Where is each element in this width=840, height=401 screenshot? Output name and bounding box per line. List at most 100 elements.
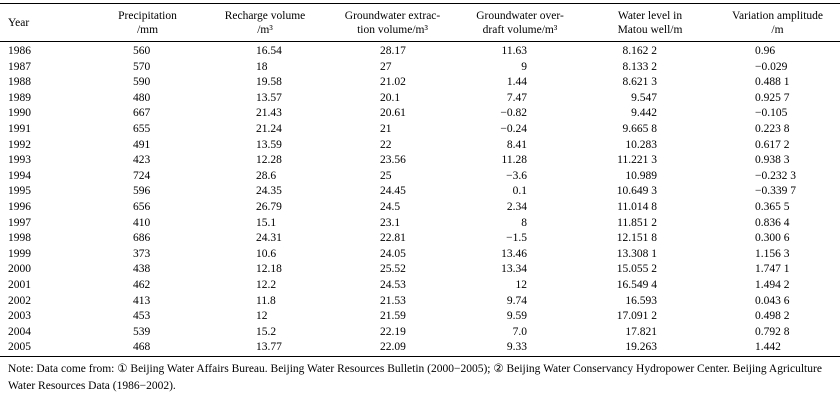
table-cell: 11.014 8	[617, 200, 657, 213]
table-cell: −0.82	[500, 107, 527, 120]
table-note: Note: Data come from: ① Beijing Water Af…	[8, 363, 822, 392]
table-cell: 26.79	[256, 200, 282, 213]
table-cell: 21.59	[380, 310, 406, 323]
table-cell: 1991	[8, 122, 31, 135]
table-cell: 13.59	[256, 138, 282, 151]
table-cell: 27	[380, 60, 392, 73]
table-cell: 24.53	[380, 278, 406, 291]
table-row: 2001 462 12.2 24.53 12 16.549 4 1.494 2	[0, 278, 840, 294]
table-row: 1991 655 21.24 21 −0.24 9.665 8 0.223 8	[0, 122, 840, 138]
table-cell: 10.649 3	[616, 185, 657, 198]
table-cell: 11.8	[256, 294, 276, 307]
table-cell: 10.989	[625, 169, 657, 182]
header-row: Year Precipitation/mm Recharge volume/m³ Gr…	[0, 3, 840, 42]
header-line: Matou well/m	[617, 23, 683, 36]
data-table: Year Precipitation/mm Recharge volume/m³ Gr…	[0, 3, 840, 357]
table-row: 1994 724 28.6 25 −3.6 10.989 −0.232 3	[0, 169, 840, 185]
table-cell: 11.221 3	[617, 154, 657, 167]
table-cell: 19.263	[625, 341, 657, 354]
table-cell: 11.851 2	[617, 216, 657, 229]
table-cell: 1988	[8, 76, 31, 89]
table-cell: 0.1	[512, 185, 527, 198]
table-cell: −3.6	[506, 169, 527, 182]
table-cell: −0.029	[755, 60, 788, 73]
table-cell: 20.61	[380, 107, 406, 120]
table-cell: 491	[133, 138, 151, 151]
table-row: 2005 468 13.77 22.09 9.33 19.263 1.442	[0, 340, 840, 356]
table-row: 1992 491 13.59 22 8.41 10.283 0.617 2	[0, 138, 840, 154]
table-cell: 12	[515, 278, 528, 291]
table-cell: 560	[133, 45, 151, 57]
table-cell: 423	[133, 154, 151, 167]
table-row: 2004 539 15.2 22.19 7.0 17.821 0.792 8	[0, 325, 840, 341]
table-cell: −1.5	[506, 232, 527, 245]
table-cell: 1997	[8, 216, 31, 229]
table-cell: 2001	[8, 278, 31, 291]
table-cell: 9.442	[631, 107, 657, 120]
table-row: 1999 373 10.6 24.05 13.46 13.308 1 1.156 3	[0, 247, 840, 263]
table-cell: 11.63	[501, 45, 527, 57]
table-cell: 16.549 4	[616, 278, 657, 291]
table-cell: 13.46	[501, 247, 527, 260]
table-row: 1987 570 18 27 9 8.133 2 −0.029	[0, 60, 840, 76]
table-cell: 2003	[8, 310, 31, 323]
table-cell: 2000	[8, 263, 31, 276]
header-line: tion volume/m³	[357, 23, 428, 36]
header-cell: Recharge volume/m³	[200, 4, 330, 42]
table-row: 1988 590 19.58 21.02 1.44 8.621 3 0.488 1	[0, 75, 840, 91]
table-cell: 11.28	[501, 154, 527, 167]
table-row: 1997 410 15.1 23.1 8 11.851 2 0.836 4	[0, 216, 840, 232]
table-cell: 0.498 2	[755, 310, 790, 323]
table-cell: 0.365 5	[755, 200, 790, 213]
table-cell: 24.35	[256, 185, 282, 198]
table-cell: 0.300 6	[755, 232, 790, 245]
table-cell: 0.223 8	[755, 122, 790, 135]
table-cell: 12.28	[256, 154, 282, 167]
table-cell: 0.836 4	[755, 216, 790, 229]
header-line: /mm	[136, 23, 159, 36]
table-cell: 9.74	[506, 294, 527, 307]
table-cell: 539	[133, 325, 151, 338]
table-cell: 10.6	[256, 247, 277, 260]
table-cell: 23.1	[380, 216, 401, 229]
table-cell: 7.47	[506, 91, 527, 104]
table-cell: 570	[133, 60, 151, 73]
table-cell: 2005	[8, 341, 31, 354]
table-cell: 2004	[8, 325, 31, 338]
header-cell: Water level in Matou well/m	[585, 4, 715, 42]
table-cell: 13.308 1	[616, 247, 657, 260]
header-line: Groundwater over-	[476, 9, 564, 22]
header-line: /m³	[257, 23, 273, 36]
table-cell: 462	[133, 278, 151, 291]
table-cell: 16.54	[256, 45, 282, 57]
table-cell: 12.2	[256, 278, 277, 291]
table-row: 1986 560 16.54 28.17 11.63 8.162 2 0.96	[0, 42, 840, 60]
table-cell: 1.494 2	[755, 278, 790, 291]
table-cell: 25	[380, 169, 392, 182]
table-cell: 0.488 1	[755, 76, 790, 89]
table-cell: 410	[133, 216, 151, 229]
table-body: 1986 560 16.54 28.17 11.63 8.162 2 0.96 1987 570…	[0, 42, 840, 357]
table-cell: 8.162 2	[622, 45, 658, 57]
table-cell: 12	[256, 310, 268, 323]
table-cell: 16.593	[625, 294, 657, 307]
table-cell: 2.34	[506, 200, 527, 213]
table-cell: 28.6	[256, 169, 277, 182]
header-cell: Variation amplitude/m	[715, 4, 840, 42]
table-cell: 13.57	[256, 91, 282, 104]
table-row: 2003 453 12 21.59 9.59 17.091 2 0.498 2	[0, 309, 840, 325]
table-row: 1989 480 13.57 20.1 7.47 9.547 0.925 7	[0, 91, 840, 107]
header-cell: Groundwater extrac-tion volume/m³	[330, 4, 455, 42]
table-cell: −0.105	[755, 107, 788, 120]
table-cell: 28.17	[380, 45, 406, 57]
table-cell: 590	[133, 76, 151, 89]
table-cell: 0.925 7	[755, 91, 790, 104]
table-cell: 1989	[8, 91, 31, 104]
table-cell: 1987	[8, 60, 31, 73]
table-cell: 0.938 3	[755, 154, 790, 167]
table-row: 1995 596 24.35 24.45 0.1 10.649 3 −0.339 7	[0, 184, 840, 200]
header-cell: Groundwater over-draft volume/m³	[455, 4, 585, 42]
table-cell: 24.45	[380, 185, 406, 198]
table-cell: 12.151 8	[616, 232, 657, 245]
